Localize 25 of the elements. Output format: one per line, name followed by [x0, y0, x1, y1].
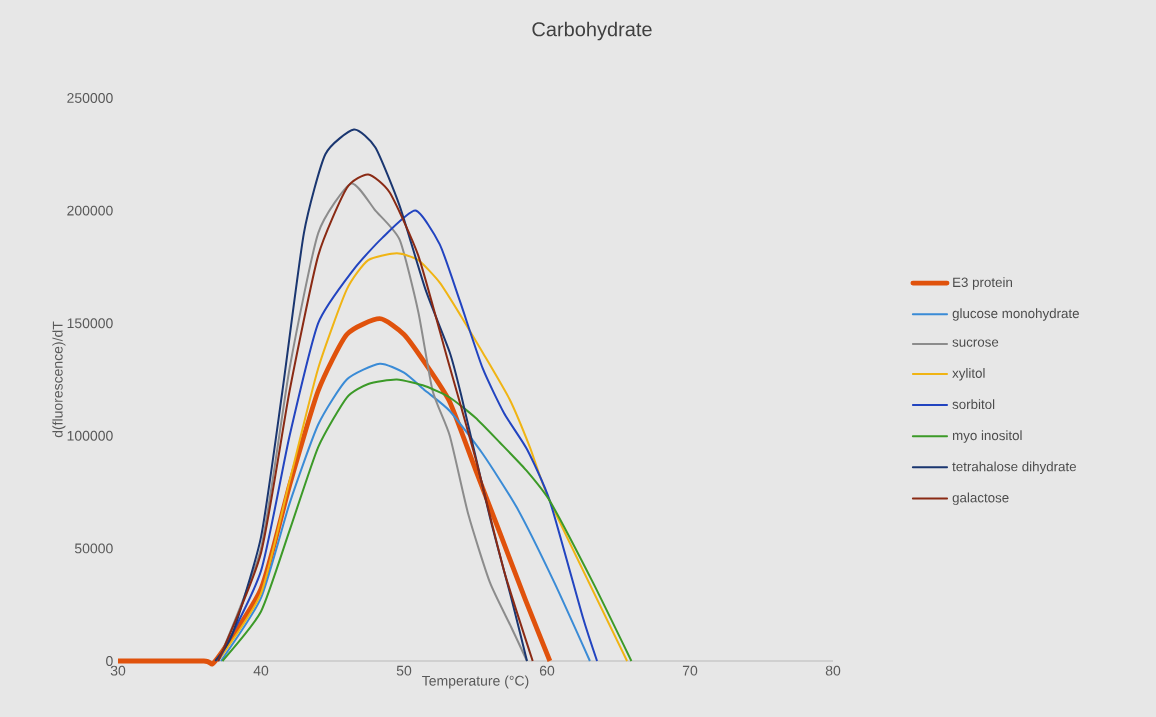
y-tick-label: 150000	[67, 318, 113, 329]
y-tick-label: 100000	[67, 430, 113, 441]
legend-label: glucose monohydrate	[952, 308, 1079, 321]
x-tick-label: 50	[396, 665, 412, 676]
x-tick-label: 60	[539, 665, 555, 676]
legend-label: myo inositol	[952, 430, 1022, 443]
legend-label: tetrahalose dihydrate	[952, 461, 1076, 474]
line-series	[217, 209, 599, 662]
legend-label: sucrose	[952, 339, 999, 347]
x-axis-title: Temperature (°C)	[422, 675, 529, 689]
y-tick-label: 250000	[67, 93, 113, 103]
legend-label: E3 protein	[953, 277, 1012, 290]
y-axis-title: d(fluorescence)/dT	[52, 321, 66, 438]
x-tick-label: 70	[682, 665, 698, 676]
x-tick-label: 30	[110, 665, 126, 676]
legend-label: xylitol	[952, 368, 985, 381]
y-tick-label: 200000	[67, 205, 113, 216]
y-tick-label: 50000	[74, 543, 113, 554]
legend-label: sorbitol	[952, 399, 995, 410]
y-tick-label: 0	[106, 656, 113, 666]
legend-label: galactose	[952, 492, 1009, 506]
chart-title: Carbohydrate	[532, 21, 652, 41]
x-tick-label: 40	[253, 665, 269, 676]
line-series	[217, 252, 629, 662]
x-tick-label: 80	[825, 665, 841, 676]
